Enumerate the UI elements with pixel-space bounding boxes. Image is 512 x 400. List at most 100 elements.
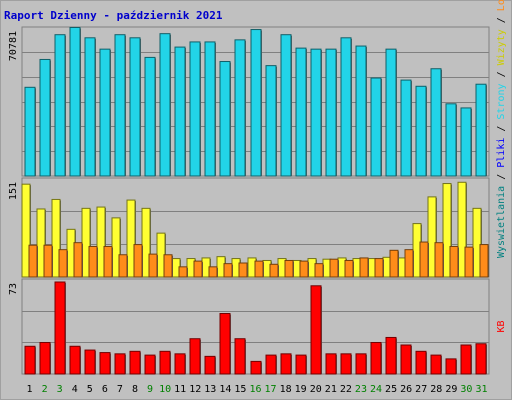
panel-2: 151 (8, 177, 490, 278)
bar-lokalizacje-14 (223, 263, 233, 278)
bar-wyswietlenia-5 (84, 37, 96, 177)
bar-kb-22 (340, 353, 352, 375)
x-tick-label: 16 (249, 384, 261, 395)
legend-part: / (496, 168, 507, 186)
legend-part: / (496, 65, 507, 83)
bar-kb-23 (355, 353, 367, 375)
bar-wyswietlenia-31 (475, 83, 487, 177)
legend-part: Wizyty (496, 29, 507, 65)
panel-3: 73 KB (8, 278, 507, 375)
bar-wyswietlenia-2 (39, 58, 51, 177)
bar-lokalizacje-21 (329, 258, 339, 278)
bar-lokalizacje-17 (269, 263, 279, 278)
bar-kb-27 (415, 350, 427, 375)
bar-kb-18 (280, 353, 292, 375)
bar-wizyty-8 (126, 199, 136, 278)
bar-lokalizacje-13 (208, 266, 218, 278)
x-tick-label: 22 (340, 384, 352, 395)
bar-lokalizacje-29 (449, 245, 459, 278)
bar-wyswietlenia-28 (430, 68, 442, 177)
bar-kb-20 (310, 285, 322, 375)
bar-wyswietlenia-8 (129, 37, 141, 177)
x-tick-label: 27 (415, 384, 427, 395)
bar-wizyty-6 (96, 206, 106, 278)
bar-wyswietlenia-9 (144, 56, 156, 177)
bar-lokalizacje-19 (299, 260, 309, 278)
x-tick-label: 17 (265, 384, 277, 395)
bar-wizyty-29 (442, 183, 452, 278)
bar-kb-5 (84, 349, 96, 375)
legend-part: Lokalizacje (496, 0, 507, 11)
bar-wyswietlenia-30 (460, 107, 472, 177)
bar-kb-26 (400, 344, 412, 375)
bar-kb-31 (475, 343, 487, 375)
x-tick-label: 5 (87, 384, 93, 395)
chart-title: Raport Dzienny - październik 2021 (4, 9, 223, 22)
x-tick-label: 14 (219, 384, 231, 395)
x-tick-label: 21 (325, 384, 337, 395)
bar-lokalizacje-24 (374, 258, 384, 278)
x-tick-label: 19 (295, 384, 307, 395)
bar-wyswietlenia-21 (325, 48, 337, 177)
x-tick-label: 9 (147, 384, 153, 395)
bar-lokalizacje-16 (254, 260, 264, 278)
bar-wizyty-2 (36, 208, 46, 278)
bar-kb-19 (295, 354, 307, 375)
bar-lokalizacje-4 (73, 242, 83, 278)
bar-kb-17 (265, 354, 277, 375)
bar-lokalizacje-30 (464, 246, 474, 278)
bar-wyswietlenia-27 (415, 85, 427, 177)
x-tick-label: 26 (400, 384, 412, 395)
bar-wyswietlenia-23 (355, 45, 367, 177)
x-tick-label: 3 (57, 384, 63, 395)
bar-lokalizacje-12 (193, 260, 203, 278)
x-tick-label: 4 (72, 384, 78, 395)
bar-wyswietlenia-6 (99, 48, 111, 177)
bar-wyswietlenia-15 (234, 39, 246, 177)
bar-lokalizacje-9 (148, 253, 158, 278)
x-tick-label: 12 (189, 384, 201, 395)
bar-lokalizacje-28 (434, 242, 444, 278)
bar-wyswietlenia-12 (189, 41, 201, 177)
bar-kb-21 (325, 353, 337, 375)
bar-lokalizacje-25 (389, 249, 399, 278)
y-max-label: 151 (8, 182, 19, 200)
bar-lokalizacje-8 (133, 244, 143, 278)
legend-part: KB (496, 320, 507, 332)
bar-wizyty-30 (457, 181, 467, 278)
bar-kb-16 (250, 360, 262, 375)
x-tick-label: 29 (445, 384, 457, 395)
bar-kb-4 (69, 345, 81, 375)
bar-lokalizacje-6 (103, 245, 113, 278)
bar-kb-28 (430, 354, 442, 375)
x-tick-label: 18 (280, 384, 292, 395)
x-tick-label: 20 (310, 384, 322, 395)
bar-lokalizacje-10 (163, 254, 173, 278)
bar-lokalizacje-11 (178, 266, 188, 278)
bar-wyswietlenia-26 (400, 79, 412, 177)
bar-wyswietlenia-14 (219, 61, 231, 177)
bar-wyswietlenia-13 (204, 41, 216, 177)
bar-lokalizacje-1 (28, 244, 38, 278)
bar-wyswietlenia-20 (310, 48, 322, 177)
legend-part: / (496, 120, 507, 138)
bar-wyswietlenia-16 (250, 29, 262, 177)
bar-kb-13 (204, 355, 216, 375)
x-tick-label: 15 (234, 384, 246, 395)
right-legend-label: Wyswietlania / Pliki / Strony / Wizyty /… (496, 0, 507, 258)
x-tick-label: 1 (27, 384, 33, 395)
bar-kb-3 (54, 281, 66, 375)
bar-lokalizacje-27 (419, 241, 429, 278)
bar-wyswietlenia-19 (295, 47, 307, 177)
bar-lokalizacje-7 (118, 254, 128, 278)
bar-wyswietlenia-29 (445, 103, 457, 177)
bar-kb-9 (144, 354, 156, 375)
bar-kb-29 (445, 358, 457, 375)
legend-part: / (496, 11, 507, 29)
bar-lokalizacje-2 (43, 244, 53, 278)
bar-kb-7 (114, 353, 126, 375)
panel-1: 70781 Wyswietlania / Pliki / Strony / Wiz… (8, 0, 507, 258)
bar-lokalizacje-5 (88, 245, 98, 278)
bar-kb-25 (385, 336, 397, 375)
x-tick-label: 2 (42, 384, 48, 395)
